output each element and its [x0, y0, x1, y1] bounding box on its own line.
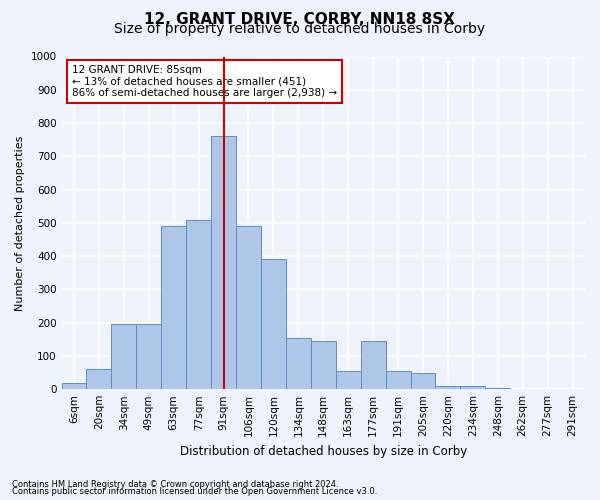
Text: Size of property relative to detached houses in Corby: Size of property relative to detached ho… [115, 22, 485, 36]
Bar [510, 388, 535, 389]
Bar [336, 371, 361, 389]
Bar [62, 382, 86, 389]
Text: Contains public sector information licensed under the Open Government Licence v3: Contains public sector information licen… [12, 487, 377, 496]
Bar [460, 386, 485, 389]
Bar [161, 226, 186, 389]
Bar [485, 388, 510, 389]
Bar [361, 341, 386, 389]
Bar [236, 226, 261, 389]
Bar [112, 324, 136, 389]
Text: 12 GRANT DRIVE: 85sqm
← 13% of detached houses are smaller (451)
86% of semi-det: 12 GRANT DRIVE: 85sqm ← 13% of detached … [72, 65, 337, 98]
Bar [211, 136, 236, 389]
Y-axis label: Number of detached properties: Number of detached properties [15, 135, 25, 310]
X-axis label: Distribution of detached houses by size in Corby: Distribution of detached houses by size … [179, 444, 467, 458]
Bar [386, 371, 410, 389]
Bar [286, 338, 311, 389]
Bar [261, 260, 286, 389]
Bar [186, 220, 211, 389]
Bar [86, 369, 112, 389]
Bar [436, 386, 460, 389]
Text: Contains HM Land Registry data © Crown copyright and database right 2024.: Contains HM Land Registry data © Crown c… [12, 480, 338, 489]
Bar [136, 324, 161, 389]
Bar [311, 341, 336, 389]
Text: 12, GRANT DRIVE, CORBY, NN18 8SX: 12, GRANT DRIVE, CORBY, NN18 8SX [145, 12, 455, 28]
Bar [410, 372, 436, 389]
